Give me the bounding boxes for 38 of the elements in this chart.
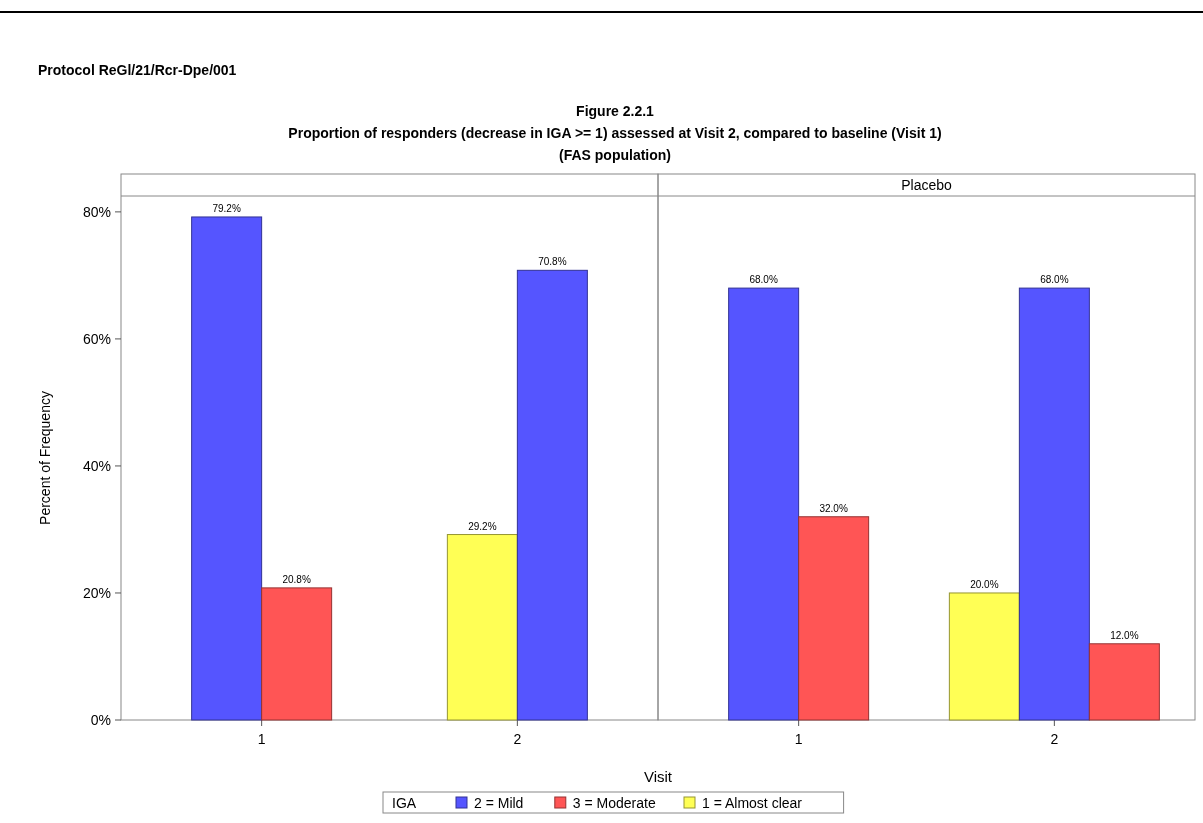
bar (1088, 643, 1160, 721)
x-axis-title: Visit (643, 768, 673, 785)
data-label: 20.0% (970, 578, 999, 590)
legend-title: IGA (392, 795, 417, 811)
data-label: 68.0% (749, 274, 778, 286)
chart-title: Placebo (901, 177, 953, 193)
data-label: 29.2% (468, 520, 497, 532)
y-axis-title: Percent of Frequency (37, 391, 53, 525)
data-label: 20.8% (282, 573, 311, 585)
bar (191, 216, 263, 721)
y-tick-label: 20% (82, 584, 111, 601)
x-tick-label: 2 (1050, 731, 1059, 747)
legend-label: 3 = Moderate (572, 795, 656, 811)
bar (261, 587, 333, 721)
legend-label: 1 = Almost clear (702, 795, 803, 811)
legend-label: 2 = Mild (474, 795, 524, 811)
x-tick-label: 1 (257, 731, 266, 747)
bar (728, 287, 800, 721)
bar (516, 269, 588, 721)
y-tick-label: 0% (90, 712, 111, 728)
bar (798, 516, 870, 721)
data-label: 12.0% (1110, 629, 1139, 641)
chart-title: Figure 2.2.1 (576, 103, 655, 119)
data-label: 68.0% (1040, 274, 1069, 286)
data-label: 79.2% (212, 202, 241, 214)
y-tick-label: 40% (82, 457, 111, 474)
y-tick-label: 80% (82, 203, 111, 220)
text: Protocol ReGl/21/Rcr-Dpe/001 (38, 62, 237, 78)
text: (FAS population) (559, 147, 671, 163)
bar (948, 592, 1020, 721)
x-tick-label: 1 (794, 731, 803, 747)
y-tick-label: 60% (82, 330, 111, 347)
bar (1018, 287, 1090, 721)
bar (446, 534, 518, 721)
data-label: 70.8% (538, 256, 567, 268)
x-tick-label: 2 (513, 731, 522, 747)
chart-subtitle: Proportion of responders (decrease in IGA >= 1) assessed at Visit 2, compared to baseline (Visit 1) (288, 125, 942, 141)
data-label: 32.0% (819, 502, 848, 514)
